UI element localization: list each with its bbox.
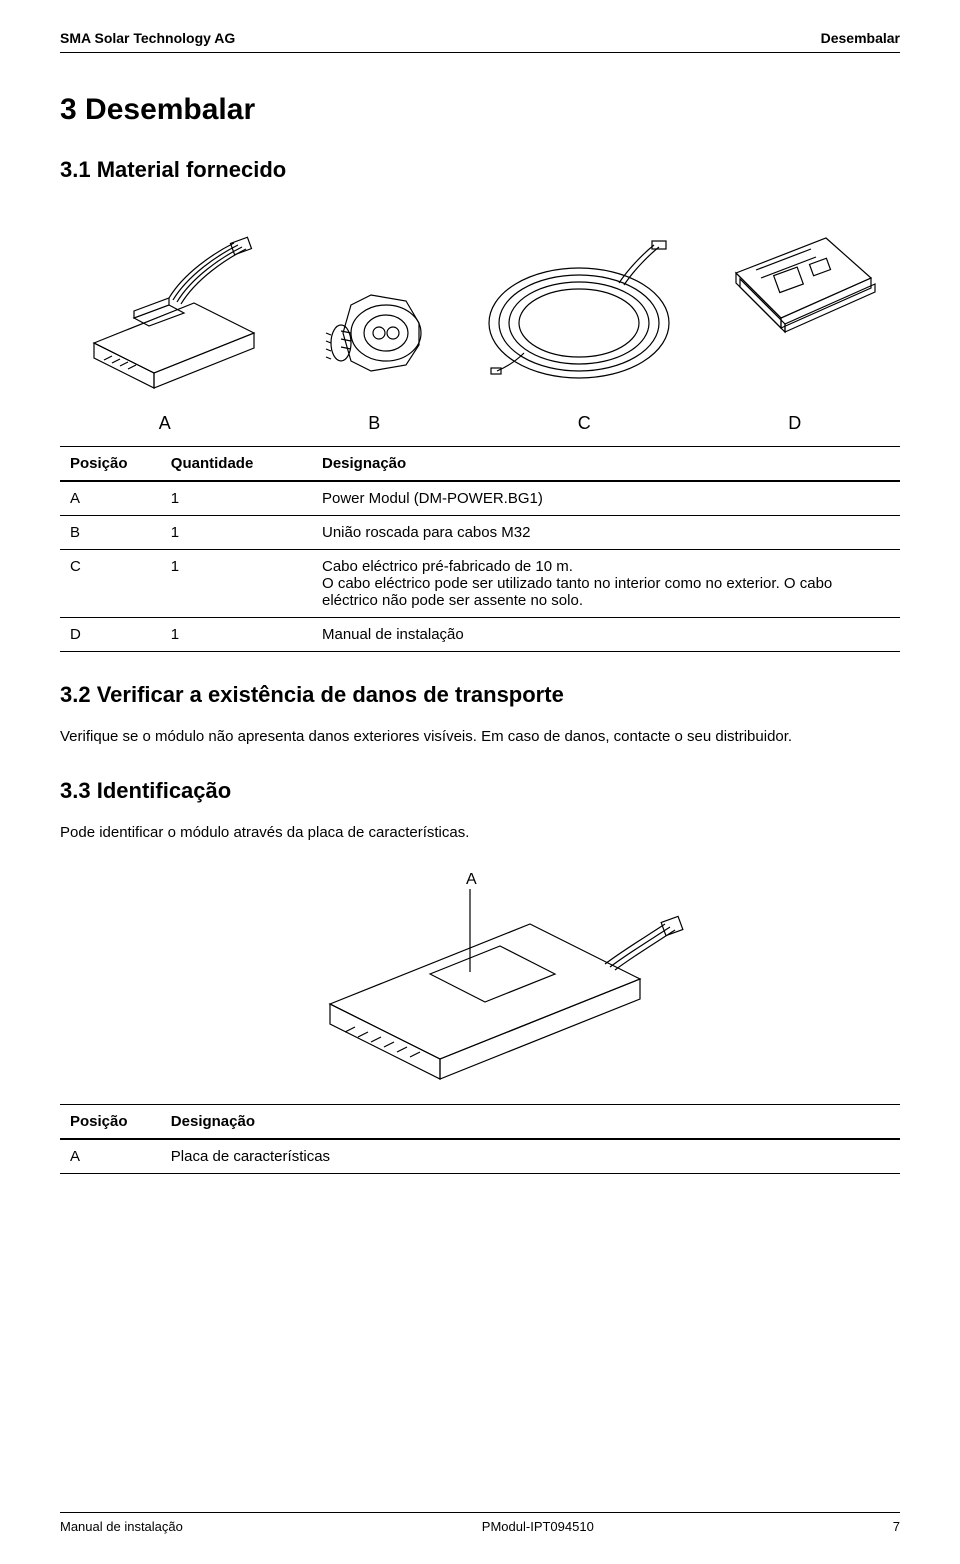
- section-number: 3: [60, 93, 77, 126]
- footer-left: Manual de instalação: [60, 1519, 183, 1534]
- cell-pos: B: [60, 516, 161, 550]
- sub3-text: Pode identificar o módulo através da pla…: [60, 822, 900, 844]
- page-header: SMA Solar Technology AG Desembalar: [60, 30, 900, 53]
- sub-number: 3.1: [60, 157, 91, 182]
- table-row: D 1 Manual de instalação: [60, 618, 900, 652]
- subsection-3-2: 3.2 Verificar a existência de danos de t…: [60, 682, 900, 708]
- table-header-row: Posição Quantidade Designação: [60, 447, 900, 482]
- section-label: Desembalar: [85, 93, 255, 126]
- sub-title: Identificação: [97, 778, 231, 803]
- footer-center: PModul-IPT094510: [482, 1519, 594, 1534]
- module-identification-icon: A: [270, 864, 690, 1084]
- subsection-3-1: 3.1 Material fornecido: [60, 157, 900, 183]
- identification-table: Posição Designação A Placa de caracterís…: [60, 1104, 900, 1174]
- sub-number: 3.2: [60, 682, 91, 707]
- table-header-row: Posição Designação: [60, 1104, 900, 1139]
- cell-qty: 1: [161, 550, 312, 618]
- material-table: Posição Quantidade Designação A 1 Power …: [60, 446, 900, 652]
- cable-coil-icon: [469, 223, 689, 403]
- cell-pos: A: [60, 481, 161, 516]
- cell-pos: D: [60, 618, 161, 652]
- sub2-text: Verifique se o módulo não apresenta dano…: [60, 726, 900, 748]
- cell-qty: 1: [161, 481, 312, 516]
- sub-title: Verificar a existência de danos de trans…: [97, 682, 564, 707]
- module-board-icon: [74, 223, 274, 403]
- cell-desc: Power Modul (DM-POWER.BG1): [312, 481, 900, 516]
- table-row: B 1 União roscada para cabos M32: [60, 516, 900, 550]
- subsection-3-3: 3.3 Identificação: [60, 778, 900, 804]
- cell-desc: Manual de instalação: [312, 618, 900, 652]
- cell-pos: C: [60, 550, 161, 618]
- header-left: SMA Solar Technology AG: [60, 30, 235, 46]
- header-right: Desembalar: [821, 30, 900, 46]
- svg-text:A: A: [466, 871, 477, 888]
- cell-pos: A: [60, 1139, 161, 1174]
- cable-gland-icon: [301, 273, 441, 403]
- diagram-labels: A B C D: [60, 413, 900, 434]
- label-c: C: [578, 413, 591, 434]
- th-quantidade: Quantidade: [161, 447, 312, 482]
- label-d: D: [788, 413, 801, 434]
- identification-diagram: A: [60, 864, 900, 1084]
- sub-title: Material fornecido: [97, 157, 286, 182]
- material-diagram: [60, 203, 900, 403]
- th-posicao: Posição: [60, 447, 161, 482]
- table-row: C 1 Cabo eléctrico pré-fabricado de 10 m…: [60, 550, 900, 618]
- cell-desc: Placa de características: [161, 1139, 900, 1174]
- label-b: B: [368, 413, 380, 434]
- cell-desc: Cabo eléctrico pré-fabricado de 10 m. O …: [312, 550, 900, 618]
- table-row: A Placa de características: [60, 1139, 900, 1174]
- cell-desc: União roscada para cabos M32: [312, 516, 900, 550]
- sub-number: 3.3: [60, 778, 91, 803]
- th-posicao: Posição: [60, 1104, 161, 1139]
- page-footer: Manual de instalação PModul-IPT094510 7: [60, 1512, 900, 1534]
- cell-qty: 1: [161, 516, 312, 550]
- label-a: A: [159, 413, 171, 434]
- section-title: 3 Desembalar: [60, 93, 900, 127]
- th-designacao: Designação: [161, 1104, 900, 1139]
- cell-qty: 1: [161, 618, 312, 652]
- manual-icon: [716, 223, 886, 403]
- footer-right: 7: [893, 1519, 900, 1534]
- th-designacao: Designação: [312, 447, 900, 482]
- table-row: A 1 Power Modul (DM-POWER.BG1): [60, 481, 900, 516]
